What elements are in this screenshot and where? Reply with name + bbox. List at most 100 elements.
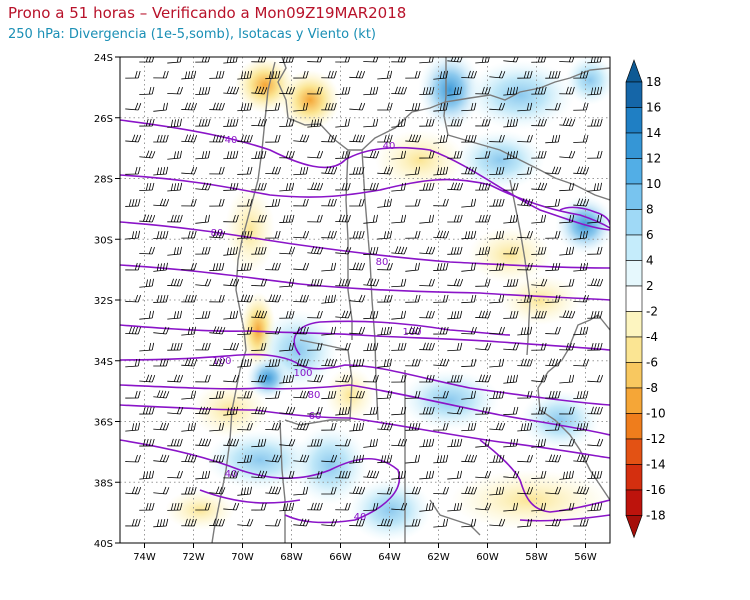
wind-barb <box>153 166 169 176</box>
wind-barb <box>489 294 505 304</box>
wind-barb <box>195 118 211 127</box>
wind-barb <box>391 182 407 192</box>
wind-barb <box>153 230 169 239</box>
wind-barb <box>265 230 281 239</box>
wind-barb <box>181 390 197 400</box>
wind-barb <box>349 486 366 495</box>
wind-barb <box>265 198 281 208</box>
wind-barb <box>251 246 267 255</box>
wind-barb <box>195 182 212 191</box>
colorbar: 18 16 14 12 10 8 6 4 2 -2 -4 -6 -8 -10 -12 -14 -16 -18 <box>625 59 666 539</box>
wind-barb <box>209 294 225 303</box>
wind-barb <box>321 262 337 272</box>
wind-barb <box>153 102 168 112</box>
wind-barb <box>237 390 253 399</box>
wind-barb <box>223 438 240 447</box>
wind-barb <box>433 70 448 80</box>
wind-barb <box>433 486 449 495</box>
colorbar-label: 10 <box>646 177 661 191</box>
wind-barb <box>293 102 309 112</box>
wind-barb <box>559 374 575 384</box>
wind-barb <box>559 182 575 192</box>
colorbar-swatch <box>625 158 643 185</box>
x-tick-label: 62W <box>427 552 450 563</box>
wind-barb <box>223 342 240 351</box>
wind-barb <box>447 150 463 159</box>
wind-barb <box>503 246 519 255</box>
wind-barb <box>377 102 393 111</box>
wind-barb <box>587 438 604 447</box>
wind-barb <box>265 134 281 143</box>
wind-barb <box>447 57 464 63</box>
wind-barb <box>475 374 491 383</box>
wind-barb <box>517 454 533 463</box>
isotach-label: 40 <box>225 135 238 146</box>
colorbar-label: 16 <box>646 101 661 115</box>
wind-barb <box>279 182 295 192</box>
wind-barb <box>307 150 324 159</box>
wind-barb <box>293 518 310 527</box>
wind-barb <box>251 438 267 448</box>
wind-barb <box>125 518 141 527</box>
wind-barb <box>237 486 252 496</box>
wind-barb <box>573 518 589 527</box>
wind-barb <box>279 278 295 288</box>
wind-barb <box>279 214 295 223</box>
wind-barb <box>559 57 575 63</box>
wind-barb <box>251 278 267 287</box>
x-tick-label: 74W <box>133 552 156 563</box>
wind-barb <box>167 310 183 320</box>
wind-barb <box>335 86 351 95</box>
wind-barb <box>153 70 169 79</box>
wind-barb <box>419 150 435 159</box>
wind-barb <box>265 486 282 495</box>
wind-barb <box>447 374 463 383</box>
wind-barb <box>503 438 519 448</box>
wind-barb <box>335 470 351 479</box>
wind-barb <box>223 278 240 287</box>
wind-barb <box>405 198 421 207</box>
colorbar-swatch <box>625 81 643 108</box>
wind-barb <box>139 246 155 255</box>
wind-barb <box>545 134 561 144</box>
wind-barb <box>573 262 589 272</box>
wind-barb <box>517 262 533 271</box>
wind-barb <box>559 502 575 511</box>
y-tick-label: 40S <box>94 539 113 550</box>
isotach-label: 100 <box>402 327 421 338</box>
wind-barb <box>517 70 533 79</box>
wind-barb <box>573 422 589 432</box>
wind-barb <box>503 214 519 224</box>
wind-barb <box>405 486 422 495</box>
wind-barb <box>153 390 170 399</box>
wind-barb <box>237 294 254 303</box>
x-tick-label: 56W <box>574 552 597 563</box>
wind-barb <box>433 390 449 399</box>
wind-barb <box>251 57 267 63</box>
wind-barb <box>573 166 590 175</box>
wind-barb <box>279 374 295 384</box>
wind-barb <box>545 102 561 111</box>
wind-barb <box>181 230 197 239</box>
wind-barb <box>237 358 253 368</box>
wind-barb <box>461 422 477 432</box>
wind-barb <box>125 358 141 368</box>
wind-barb <box>307 182 324 191</box>
colorbar-label: 4 <box>646 254 654 268</box>
wind-barb <box>587 182 602 192</box>
wind-barb <box>517 134 533 143</box>
wind-barb <box>405 358 421 367</box>
wind-barb <box>573 102 589 111</box>
wind-barb <box>391 246 408 255</box>
wind-barb <box>391 150 407 160</box>
wind-barb <box>363 278 380 287</box>
colorbar-swatch <box>625 387 643 414</box>
wind-barb <box>167 502 183 511</box>
wind-barb <box>377 422 394 431</box>
wind-barb <box>461 166 477 175</box>
y-tick-label: 38S <box>94 478 113 489</box>
wind-barb <box>363 406 379 416</box>
wind-barb <box>489 166 505 176</box>
wind-barb <box>433 518 449 528</box>
wind-barb <box>419 278 435 287</box>
